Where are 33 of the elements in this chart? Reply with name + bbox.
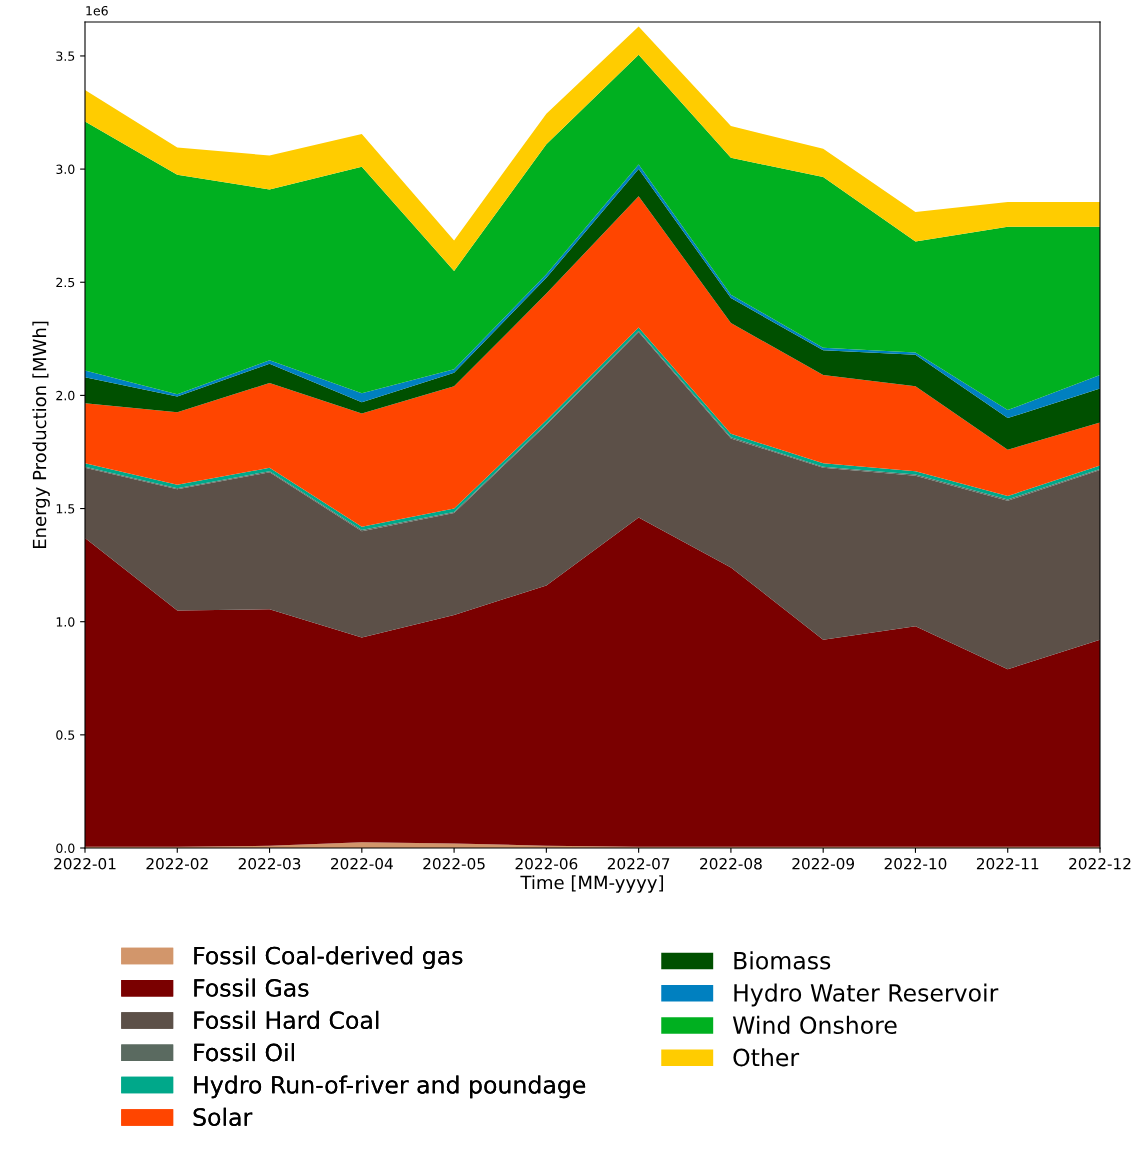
text: 1e6 [86,5,108,16]
y-tick-label: 2.5 [56,277,75,288]
y-tick-label: 0.5 [56,730,75,740]
legend-label: Fossil Hard Coal [194,1010,379,1030]
x-tick-label: 2022-02 [146,857,208,870]
y-tick-label: 2.0 [56,390,75,401]
legend-label: Hydro Water Reservoir [734,983,999,1007]
x-tick-label: 2022-08 [700,857,762,870]
x-tick-label: 2022-12 [1069,857,1131,870]
legend-label: Fossil Oil [194,1043,294,1062]
legend-label: Fossil Gas [194,978,309,997]
y-tick-label: 3.5 [56,51,75,61]
y-tick-label: 1.5 [56,504,75,514]
legend-label: Hydro Run-of-river and poundage [194,1075,586,1099]
x-tick-label: 2022-07 [607,857,670,870]
x-tick-label: 2022-11 [976,857,1039,870]
x-tick-label: 2022-05 [423,857,485,870]
x-tick-label: 2022-03 [238,857,301,870]
legend-label: Solar [193,1107,253,1126]
x-tick-label: 2022-09 [792,857,855,870]
y-axis-title: Energy Production [MWh] [32,321,50,549]
legend-label: Fossil Coal-derived gas [194,946,463,970]
y-tick-label: 1.0 [56,617,75,627]
x-tick-label: 2022-06 [515,857,578,870]
x-tick-label: 2022-01 [54,857,116,870]
legend-label: Other [733,1048,800,1067]
legend-label: Biomass [734,951,831,970]
x-tick-label: 2022-04 [331,857,393,870]
y-tick-label: 3.0 [56,164,75,175]
x-axis-title: Time [MM-yyyy] [520,875,663,893]
x-tick-label: 2022-10 [884,857,947,870]
legend-label: Wind Onshore [732,1015,897,1035]
y-tick-label: 0.0 [56,843,75,853]
